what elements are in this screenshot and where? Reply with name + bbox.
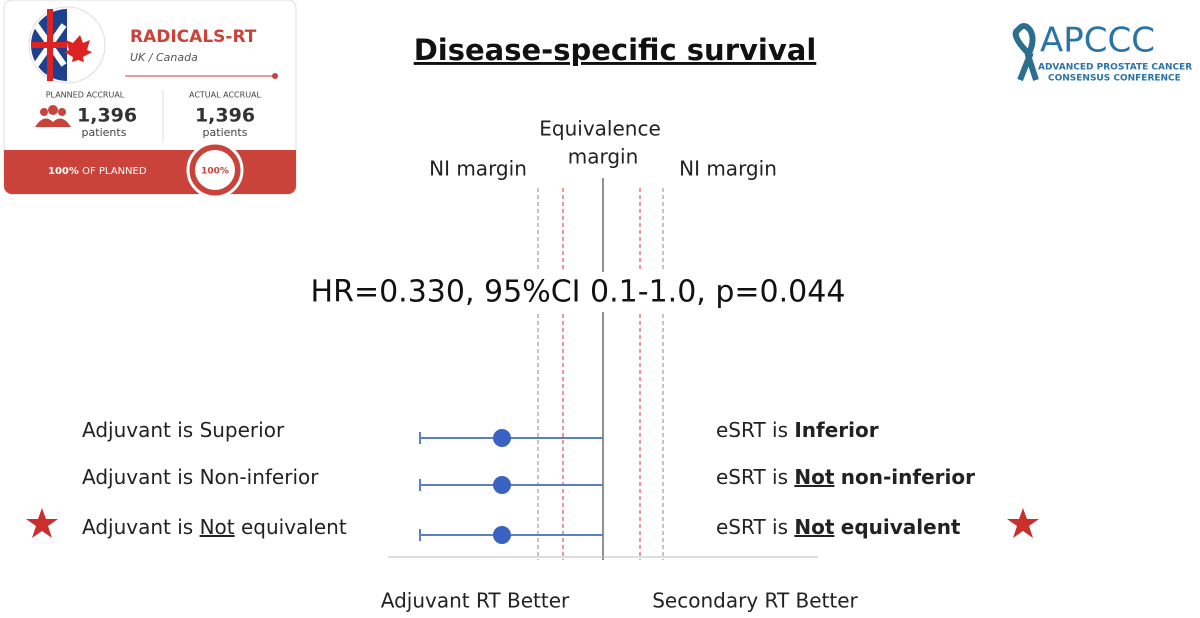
logo-line2: CONSENSUS CONFERENCE	[1048, 74, 1181, 84]
row-label: eSRT is Inferior	[716, 418, 879, 442]
stat-bg	[310, 272, 845, 312]
card-rule-dot	[272, 73, 278, 79]
row-not: Not	[794, 515, 834, 539]
maple-leaf	[64, 35, 92, 62]
hr-point	[493, 526, 511, 544]
footer-rest: OF PLANNED	[82, 166, 147, 177]
study-card: RADICALS-RT UK / Canada PLANNED ACCRUAL …	[3, 0, 297, 199]
equivalence-label: margin	[568, 145, 639, 169]
row-not: Not	[200, 515, 235, 539]
badge-inner	[195, 150, 235, 190]
planned-number: 1,396	[77, 105, 137, 127]
star	[26, 508, 58, 538]
ni-margin-left: NI margin	[429, 157, 527, 181]
hr-point	[493, 429, 511, 447]
actual-label: ACTUAL ACCRUAL	[189, 91, 262, 100]
axis-right-label: Secondary RT Better	[652, 589, 858, 613]
row-term: non-inferior	[841, 465, 975, 489]
margin-lines	[388, 178, 818, 560]
people-icon	[35, 105, 71, 127]
flag-uk-red	[31, 9, 67, 81]
axis-left-label: Adjuvant RT Better	[381, 589, 570, 613]
hr-point	[493, 476, 511, 494]
star	[1007, 508, 1039, 538]
ni-margin-right: NI margin	[679, 157, 777, 181]
row-label: Adjuvant is Superior	[82, 418, 285, 442]
row-label: Adjuvant is Not equivalent	[82, 515, 347, 539]
row-prefix: eSRT is	[716, 515, 788, 539]
row-prefix: eSRT is	[716, 418, 788, 442]
row-term: equivalent	[841, 515, 961, 539]
card-subtitle: UK / Canada	[130, 51, 198, 64]
row-label: Adjuvant is Non-inferior	[82, 465, 319, 489]
equivalence-label: Equivalence	[539, 117, 661, 141]
footer-text: 100% OF PLANNED	[48, 166, 147, 177]
row-term: Non-inferior	[200, 465, 320, 489]
row-prefix: Adjuvant is	[82, 515, 193, 539]
row-label: eSRT is Not non-inferior	[716, 465, 975, 489]
actual-unit: patients	[203, 126, 248, 139]
row-prefix: Adjuvant is	[82, 418, 193, 442]
logo: APCCC ADVANCED PROSTATE CANCER CONSENSUS…	[1012, 21, 1192, 84]
title: Disease-specific survival	[414, 33, 817, 67]
footer-strong: 100%	[48, 166, 79, 177]
planned-label: PLANNED ACCRUAL	[46, 91, 125, 100]
row-prefix: eSRT is	[716, 465, 788, 489]
logo-name: APCCC	[1040, 21, 1155, 61]
row-term: equivalent	[241, 515, 347, 539]
row-prefix: Adjuvant is	[82, 465, 193, 489]
card-footer	[4, 150, 296, 194]
stat: HR=0.330, 95%CI 0.1-1.0, p=0.044	[311, 275, 846, 310]
row-not: Not	[794, 465, 834, 489]
card-title: RADICALS-RT	[130, 27, 257, 47]
actual-number: 1,396	[195, 105, 255, 127]
logo-line1: ADVANCED PROSTATE CANCER	[1038, 63, 1192, 73]
row-term: Inferior	[794, 418, 878, 442]
row-term: Superior	[200, 418, 285, 442]
row-label: eSRT is Not equivalent	[716, 515, 961, 539]
planned-unit: patients	[82, 126, 127, 139]
badge-text: 100%	[201, 167, 229, 177]
ribbon	[1012, 23, 1039, 82]
